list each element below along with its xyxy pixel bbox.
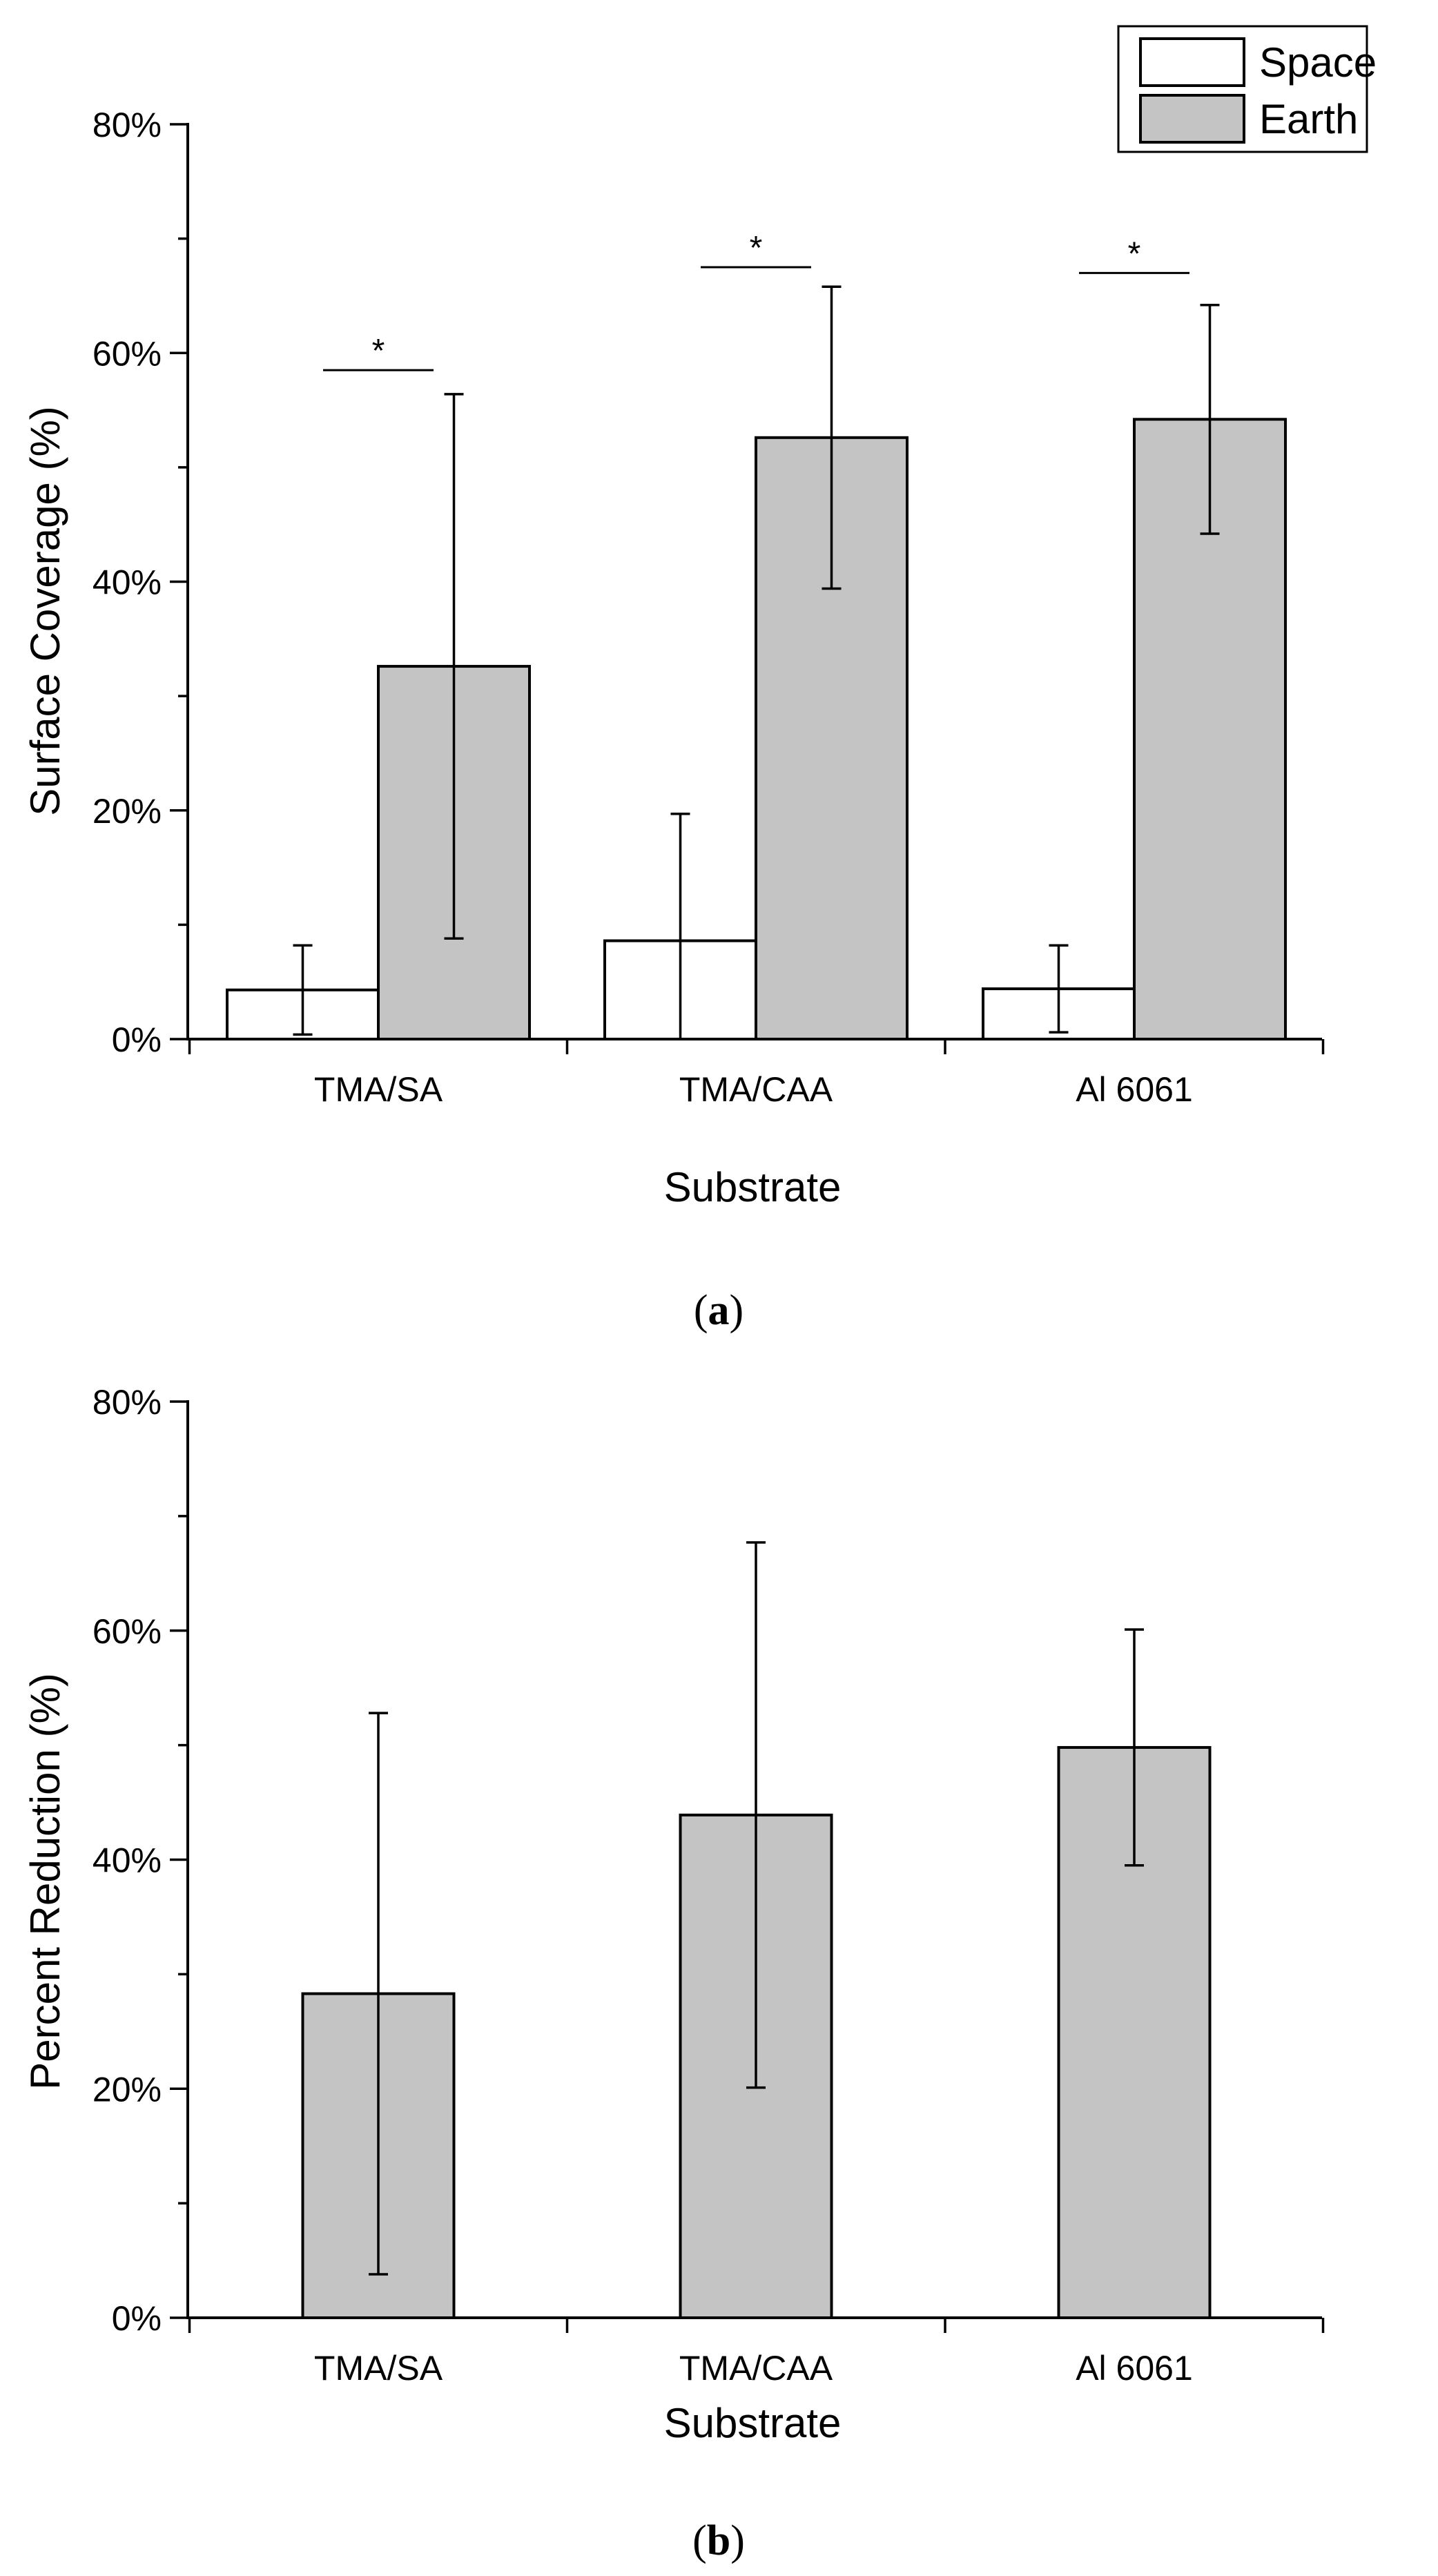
chart-b-error-bars — [369, 1541, 1144, 2276]
significance-star: * — [1128, 235, 1141, 272]
y-tick-label: 20% — [93, 2070, 162, 2109]
y-tick-label: 40% — [93, 563, 162, 602]
chart-a-error-bars — [293, 285, 1220, 1039]
caption-a: (a) — [694, 1287, 744, 1334]
x-tick-label: TMA/CAA — [679, 2349, 833, 2388]
legend-swatch-earth — [1139, 94, 1245, 144]
chart-b: 0% 20% 40% 60% 80% TMA/SA TMA/CAA Al 6061 Subs… — [22, 1383, 1325, 2564]
error-bar-space-tma-caa — [670, 812, 690, 1039]
chart-a-legend: Space Earth — [1117, 25, 1377, 153]
significance-marker: * — [701, 230, 811, 269]
chart-b-xlabel: Substrate — [664, 2400, 842, 2446]
y-tick-label: 20% — [93, 792, 162, 831]
error-bar-space-tma-sa — [293, 944, 313, 1036]
chart-b-y-ticks: 0% 20% 40% 60% 80% — [93, 1383, 188, 2338]
error-bar-space-al-6061 — [1049, 944, 1069, 1034]
y-tick-label: 80% — [93, 1383, 162, 1422]
error-bar-percent-reduction-al-6061 — [1125, 1628, 1144, 1867]
y-tick-label: 60% — [93, 1612, 162, 1651]
error-bar-percent-reduction-tma-caa — [746, 1541, 766, 2089]
x-tick-label: Al 6061 — [1076, 2349, 1193, 2388]
error-bar-earth-tma-caa — [822, 285, 842, 590]
legend-swatch-space — [1139, 37, 1245, 87]
chart-a: ** * 0%20%40%60%80% TMA/SA TMA/CAA Al 6061 … — [22, 25, 1377, 1334]
caption-b: (b) — [692, 2517, 745, 2564]
chart-a-bars — [226, 418, 1287, 1040]
y-tick-label: 80% — [93, 106, 162, 144]
chart-a-y-ticks: 0% 20% 40% 60% 80% — [93, 106, 188, 1059]
significance-marker: * — [323, 333, 434, 371]
y-tick-label: 40% — [93, 1841, 162, 1880]
significance-star: * — [372, 333, 385, 369]
chart-a-x-ticks: TMA/SA TMA/CAA Al 6061 — [188, 1039, 1325, 1109]
chart-b-x-ticks: TMA/SA TMA/CAA Al 6061 — [188, 2318, 1325, 2388]
x-tick-label: Al 6061 — [1076, 1070, 1193, 1109]
legend-label-space: Space — [1259, 39, 1377, 86]
chart-a-ylabel: Surface Coverage (%) — [22, 406, 68, 816]
error-bar-percent-reduction-tma-sa — [369, 1712, 388, 2276]
chart-a-xlabel: Substrate — [664, 1164, 842, 1210]
legend-label-earth: Earth — [1259, 96, 1358, 142]
x-tick-label: TMA/SA — [314, 1070, 443, 1109]
y-tick-label: 0% — [112, 2299, 162, 2338]
chart-b-ylabel: Percent Reduction (%) — [22, 1673, 68, 2090]
significance-star: * — [750, 230, 763, 267]
x-tick-label: TMA/SA — [314, 2349, 443, 2388]
x-tick-label: TMA/CAA — [679, 1070, 833, 1109]
significance-marker: * — [1079, 235, 1189, 274]
y-tick-label: 0% — [112, 1020, 162, 1059]
error-bar-earth-al-6061 — [1200, 303, 1220, 535]
y-tick-label: 60% — [93, 334, 162, 373]
error-bar-earth-tma-sa — [444, 393, 464, 940]
chart-a-significance: * * * — [323, 230, 1189, 371]
